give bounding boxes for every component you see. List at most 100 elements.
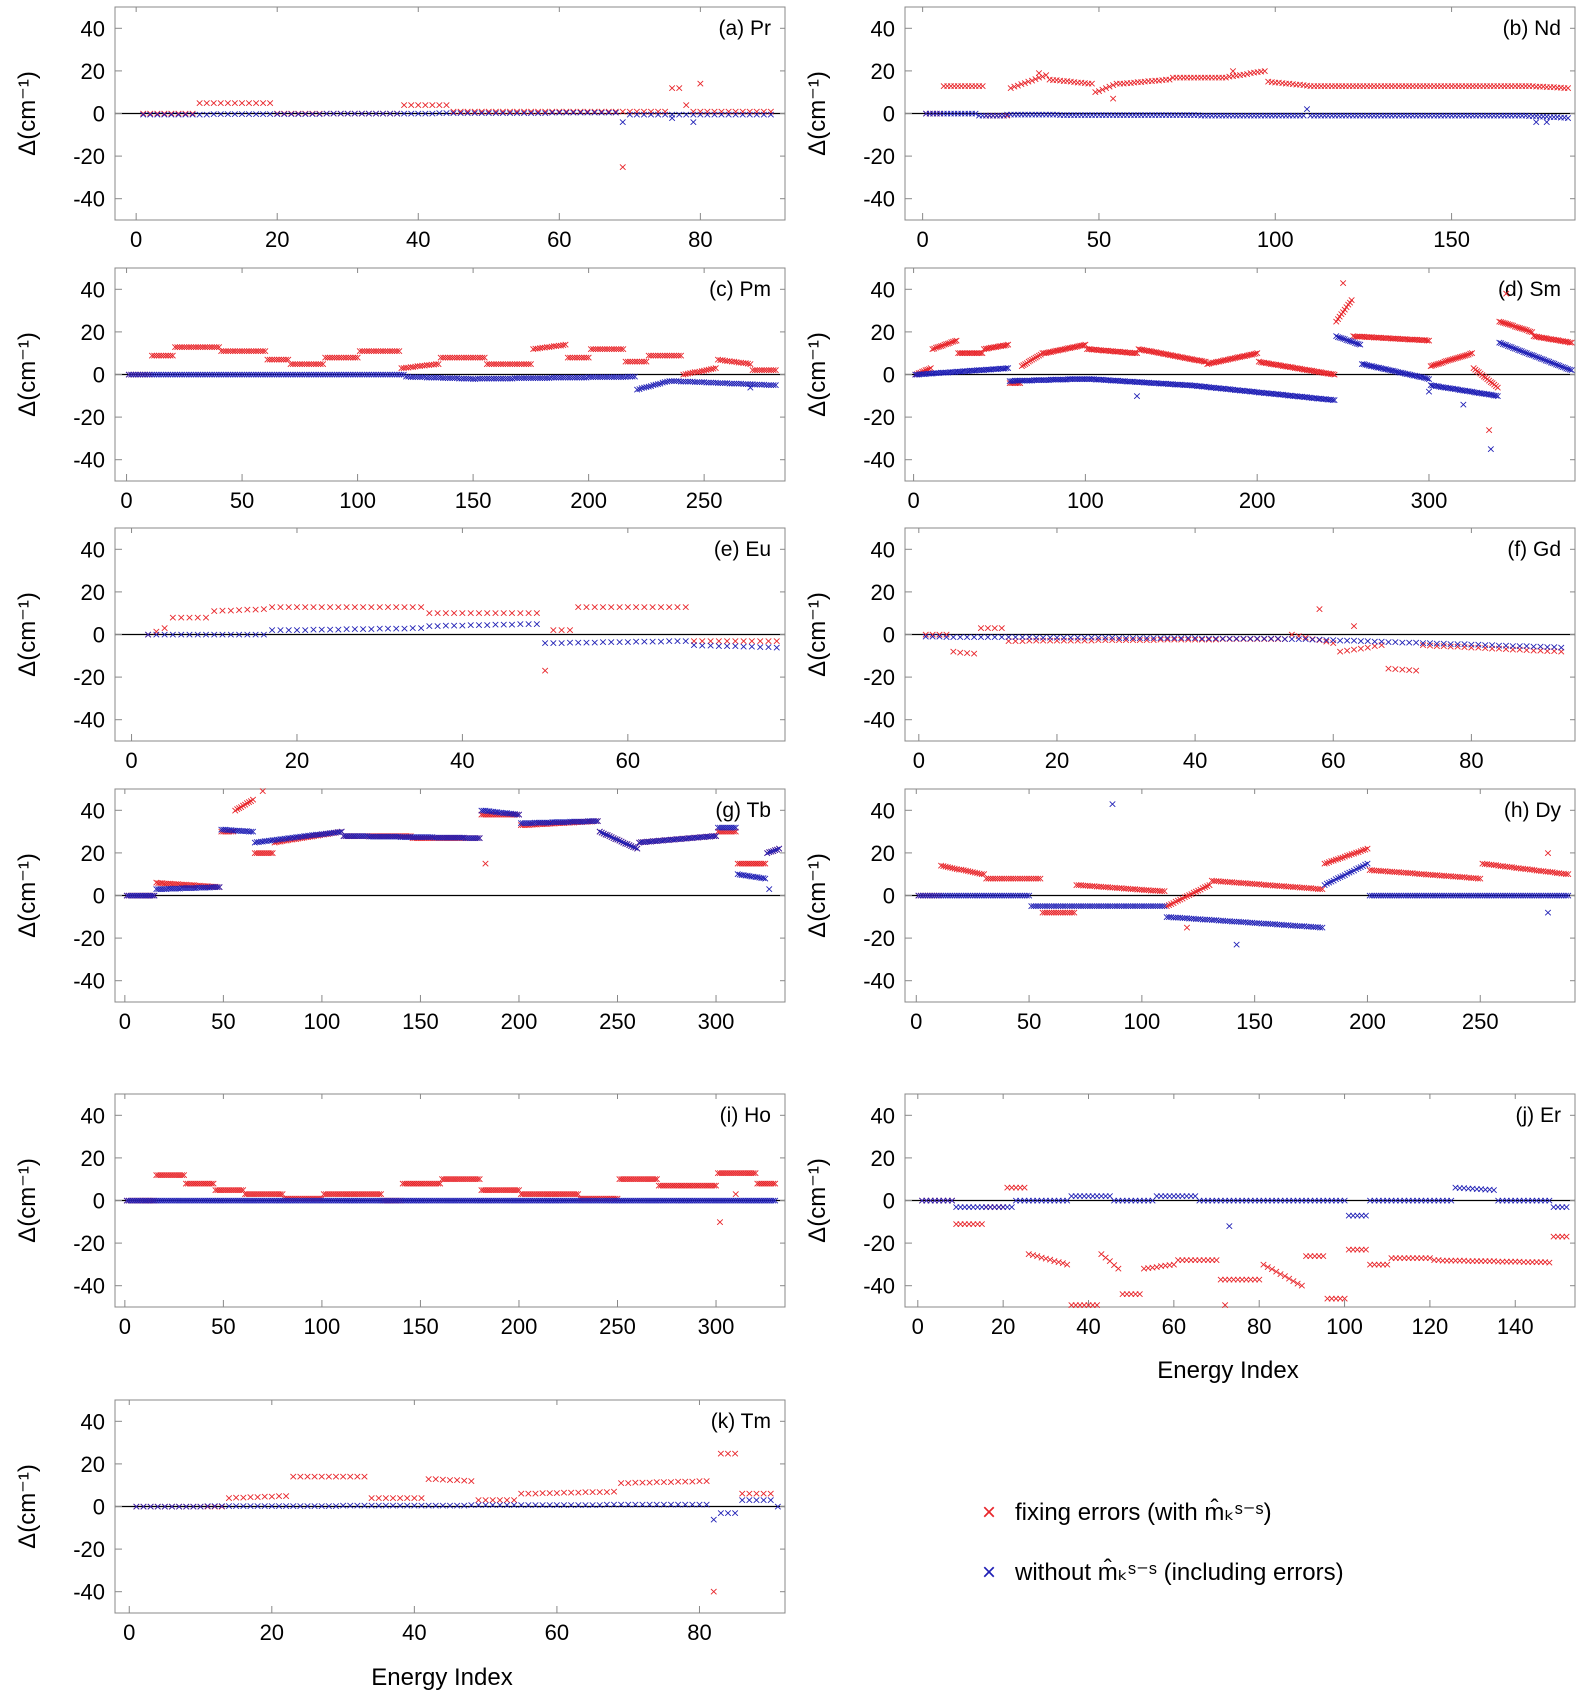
data-point-fixing: × [153,107,162,120]
data-point-fixing: × [302,357,311,370]
data-point-without: × [174,108,183,121]
data-point-fixing: × [127,368,136,381]
data-point-without: × [554,371,563,384]
data-point-fixing: × [195,96,204,109]
data-point-without: × [449,107,458,120]
data-point-fixing: × [623,355,632,368]
data-point-fixing: × [1105,80,1114,93]
data-point-fixing: × [515,357,524,370]
data-point-fixing: × [499,357,508,370]
data-point-fixing: × [591,342,600,355]
data-point-without: × [1500,109,1509,122]
y-tick-label: 40 [81,277,105,302]
data-point-without: × [746,378,755,391]
data-point-fixing: × [341,351,350,364]
data-point-without: × [1556,111,1565,124]
data-point-without: × [408,370,417,383]
data-point-without: × [242,368,251,381]
data-point-fixing: × [205,340,214,353]
data-point-without: × [1264,109,1273,122]
data-point-without: × [985,109,994,122]
data-point-without: × [1355,109,1364,122]
data-point-fixing: × [1126,76,1135,89]
data-point-without: × [519,372,528,385]
data-point-without: × [1214,109,1223,122]
data-point-without: × [943,107,952,120]
y-axis-title: Δ(cm⁻¹) [804,71,831,156]
data-point-fixing: × [1228,70,1237,83]
data-point-without: × [529,371,538,384]
data-point-without: × [491,106,500,119]
data-point-fixing: × [1154,74,1163,87]
data-point-without: × [302,368,311,381]
data-point-fixing: × [1458,79,1467,92]
data-point-without: × [762,378,771,391]
data-point-fixing: × [1103,344,1112,357]
x-tick-label: 0 [119,1009,131,1034]
data-point-fixing: × [1168,71,1177,84]
data-point-without: × [667,374,676,387]
data-point-fixing: × [233,345,242,358]
data-point-without: × [653,108,662,121]
data-point-without: × [572,371,581,384]
data-point-without: × [1108,797,1117,810]
data-point-without: × [757,378,766,391]
data-point-without: × [1331,109,1340,122]
panel-label: (g) Tb [715,799,771,822]
data-point-fixing: × [914,367,923,380]
data-point-fixing: × [1161,73,1170,86]
data-point-without: × [1394,109,1403,122]
data-point-fixing: × [771,364,780,377]
y-tick-label: -40 [863,187,895,212]
data-point-without: × [689,108,698,121]
data-point-fixing: × [1110,345,1119,358]
data-point-fixing: × [723,354,732,367]
data-point-fixing: × [709,1585,718,1598]
data-point-fixing: × [1034,71,1043,84]
data-point-without: × [244,108,253,121]
data-point-without: × [619,370,628,383]
y-tick-label: -20 [73,1537,105,1562]
data-point-without: × [745,108,754,121]
data-point-fixing: × [974,79,983,92]
data-point-fixing: × [184,340,193,353]
data-point-fixing: × [1355,79,1364,92]
data-point-fixing: × [1017,78,1026,91]
data-point-without: × [1101,108,1110,121]
data-point-fixing: × [964,79,973,92]
data-point-fixing: × [981,342,990,355]
data-point-fixing: × [358,345,367,358]
data-point-without: × [732,377,741,390]
data-point-fixing: × [1521,79,1530,92]
data-point-fixing: × [1500,79,1509,92]
data-point-without: × [307,368,316,381]
data-point-fixing: × [1507,79,1516,92]
data-point-without: × [181,108,190,121]
data-point-without: × [164,368,173,381]
data-point-fixing: × [1255,1273,1264,1286]
data-point-without: × [468,372,477,385]
data-point-without: × [568,371,577,384]
data-point-fixing: × [390,345,399,358]
data-point-fixing: × [146,107,155,120]
data-point-without: × [157,368,166,381]
data-point-without: × [1348,109,1357,122]
y-tick-label: -40 [73,448,105,473]
data-point-fixing: × [538,341,547,354]
data-point-without: × [1137,109,1146,122]
data-point-fixing: × [639,105,648,118]
data-point-without: × [1408,109,1417,122]
data-point-without: × [1553,111,1562,124]
data-point-without: × [512,372,521,385]
data-point-fixing: × [750,364,759,377]
data-point-fixing: × [1059,74,1068,87]
series-without: ××××××××××××××××××××××××××××××××××××××××… [139,106,776,129]
panel-label: (e) Eu [714,538,771,561]
data-point-without: × [771,379,780,392]
data-point-without: × [499,372,508,385]
data-point-fixing: × [1347,293,1356,306]
data-point-fixing: × [230,96,239,109]
y-tick-label: 20 [81,1452,105,1477]
